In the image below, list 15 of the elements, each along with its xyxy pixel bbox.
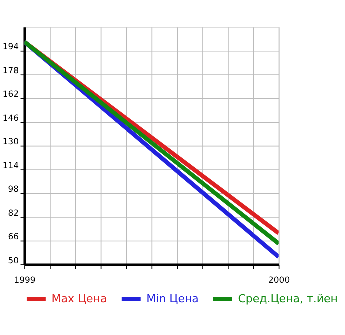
y-tick-label: 146 — [2, 112, 20, 123]
y-tick-label: 82 — [8, 208, 20, 218]
y-tick-label: 50 — [8, 255, 20, 266]
legend-label: Сред.Цена, т.йен — [238, 292, 338, 306]
x-tick-label: 1999 — [14, 274, 36, 285]
y-tick-label: 162 — [2, 89, 20, 100]
y-tick-label: 98 — [8, 184, 20, 194]
legend-label: Min Цена — [146, 292, 199, 306]
y-tick-label: 194 — [2, 42, 20, 52]
y-tick-label: 130 — [2, 136, 20, 147]
legend-label: Max Цена — [52, 292, 108, 306]
y-tick-label: 178 — [2, 65, 20, 76]
y-tick-label: 114 — [2, 160, 20, 170]
y-tick-label: 66 — [8, 232, 20, 242]
x-tick-label: 2000 — [268, 274, 290, 285]
